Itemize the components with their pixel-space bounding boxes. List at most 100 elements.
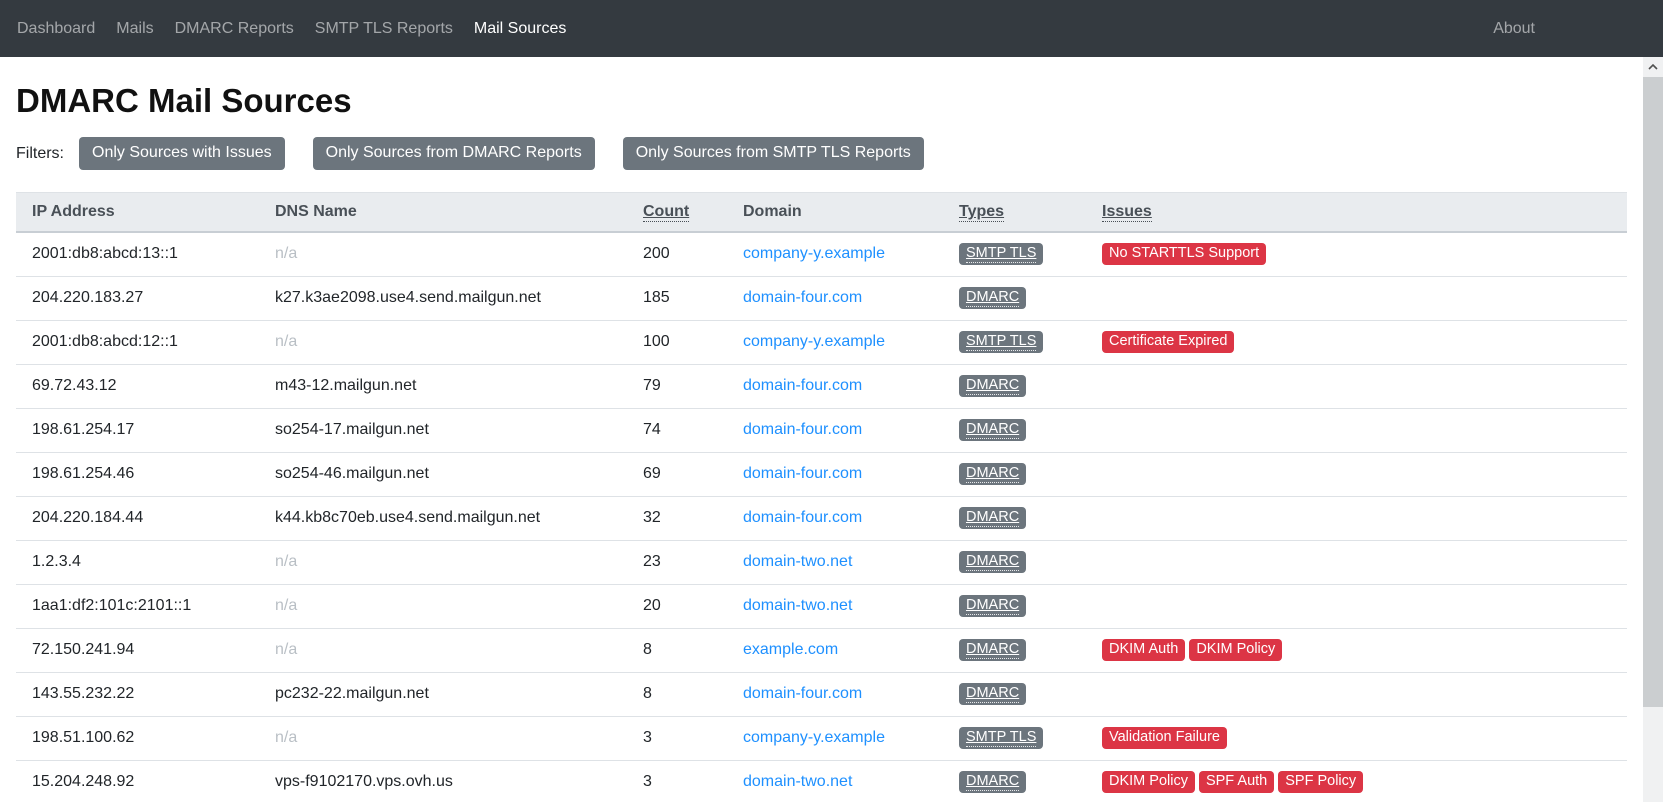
cell-dns-name: n/a	[259, 232, 627, 277]
cell-types: SMTP TLS	[943, 717, 1086, 761]
cell-domain: domain-two.net	[727, 761, 943, 804]
cell-dns-name: k27.k3ae2098.use4.send.mailgun.net	[259, 277, 627, 321]
cell-types: DMARC	[943, 585, 1086, 629]
nav-item-dashboard[interactable]: Dashboard	[17, 20, 95, 38]
dns-name: vps-f9102170.vps.ovh.us	[275, 773, 453, 790]
domain-link[interactable]: domain-two.net	[743, 773, 852, 790]
ip-address: 143.55.232.22	[32, 685, 134, 702]
type-badge-dmarc: DMARC	[959, 639, 1026, 661]
domain-link[interactable]: example.com	[743, 641, 838, 658]
cell-issues: No STARTTLS Support	[1086, 232, 1627, 277]
ip-address: 69.72.43.12	[32, 377, 117, 394]
table-row: 204.220.184.44 k44.kb8c70eb.use4.send.ma…	[16, 497, 1627, 541]
type-badge-dmarc: DMARC	[959, 463, 1026, 485]
column-header-types[interactable]: Types	[943, 193, 1086, 233]
dns-name: so254-46.mailgun.net	[275, 465, 429, 482]
cell-ip-address: 1.2.3.4	[16, 541, 259, 585]
type-badge-dmarc: DMARC	[959, 771, 1026, 793]
chevron-up-icon	[1648, 64, 1658, 70]
nav-item-mail-sources[interactable]: Mail Sources	[474, 20, 566, 38]
nav-item-smtp-tls-reports[interactable]: SMTP TLS Reports	[315, 20, 453, 38]
table-header-row: IP AddressDNS NameCountDomainTypesIssues	[16, 193, 1627, 233]
table-row: 69.72.43.12 m43-12.mailgun.net 79 domain…	[16, 365, 1627, 409]
scrollbar-up-button[interactable]	[1643, 57, 1663, 77]
cell-dns-name: n/a	[259, 541, 627, 585]
cell-count: 23	[627, 541, 727, 585]
issue-badge-dkim-policy: DKIM Policy	[1102, 771, 1195, 793]
domain-link[interactable]: company-y.example	[743, 729, 885, 746]
dns-name: n/a	[275, 333, 297, 350]
type-badge-smtp-tls: SMTP TLS	[959, 331, 1043, 353]
cell-count: 100	[627, 321, 727, 365]
cell-dns-name: k44.kb8c70eb.use4.send.mailgun.net	[259, 497, 627, 541]
cell-count: 69	[627, 453, 727, 497]
nav-item-mails[interactable]: Mails	[116, 20, 153, 38]
table-row: 198.61.254.46 so254-46.mailgun.net 69 do…	[16, 453, 1627, 497]
cell-issues	[1086, 409, 1627, 453]
count-value: 100	[643, 333, 670, 350]
issue-badge-no-starttls-support: No STARTTLS Support	[1102, 243, 1266, 265]
ip-address: 15.204.248.92	[32, 773, 134, 790]
column-header-issues[interactable]: Issues	[1086, 193, 1627, 233]
cell-ip-address: 2001:db8:abcd:12::1	[16, 321, 259, 365]
domain-link[interactable]: company-y.example	[743, 245, 885, 262]
top-navbar: Dashboard Mails DMARC Reports SMTP TLS Repo…	[0, 0, 1663, 57]
cell-issues	[1086, 673, 1627, 717]
ip-address: 2001:db8:abcd:13::1	[32, 245, 178, 262]
cell-domain: domain-two.net	[727, 541, 943, 585]
dns-name: k44.kb8c70eb.use4.send.mailgun.net	[275, 509, 540, 526]
cell-issues	[1086, 453, 1627, 497]
cell-count: 74	[627, 409, 727, 453]
cell-dns-name: so254-46.mailgun.net	[259, 453, 627, 497]
table-row: 204.220.183.27 k27.k3ae2098.use4.send.ma…	[16, 277, 1627, 321]
table-row: 1.2.3.4 n/a 23 domain-two.net DMARC	[16, 541, 1627, 585]
issue-badge-spf-auth: SPF Auth	[1199, 771, 1274, 793]
cell-issues: Validation Failure	[1086, 717, 1627, 761]
cell-ip-address: 2001:db8:abcd:13::1	[16, 232, 259, 277]
domain-link[interactable]: domain-two.net	[743, 553, 852, 570]
cell-count: 3	[627, 717, 727, 761]
cell-ip-address: 198.61.254.46	[16, 453, 259, 497]
type-badge-dmarc: DMARC	[959, 595, 1026, 617]
cell-ip-address: 204.220.183.27	[16, 277, 259, 321]
cell-issues	[1086, 277, 1627, 321]
domain-link[interactable]: domain-four.com	[743, 421, 862, 438]
type-badge-dmarc: DMARC	[959, 683, 1026, 705]
cell-types: DMARC	[943, 761, 1086, 804]
cell-types: DMARC	[943, 409, 1086, 453]
cell-dns-name: n/a	[259, 321, 627, 365]
cell-types: DMARC	[943, 673, 1086, 717]
count-value: 79	[643, 377, 661, 394]
vertical-scrollbar[interactable]	[1643, 57, 1663, 802]
count-value: 3	[643, 729, 652, 746]
domain-link[interactable]: domain-four.com	[743, 509, 862, 526]
domain-link[interactable]: domain-four.com	[743, 377, 862, 394]
ip-address: 204.220.183.27	[32, 289, 143, 306]
nav-item-dmarc-reports[interactable]: DMARC Reports	[175, 20, 294, 38]
filter-button-only-sources-from-smtp-tls-reports[interactable]: Only Sources from SMTP TLS Reports	[623, 137, 924, 170]
navbar-links: Dashboard Mails DMARC Reports SMTP TLS Repo…	[17, 20, 587, 38]
ip-address: 1.2.3.4	[32, 553, 81, 570]
filter-button-only-sources-from-dmarc-reports[interactable]: Only Sources from DMARC Reports	[313, 137, 595, 170]
cell-dns-name: m43-12.mailgun.net	[259, 365, 627, 409]
filter-button-only-sources-with-issues[interactable]: Only Sources with Issues	[79, 137, 285, 170]
domain-link[interactable]: domain-four.com	[743, 685, 862, 702]
domain-link[interactable]: company-y.example	[743, 333, 885, 350]
column-header-count[interactable]: Count	[627, 193, 727, 233]
dns-name: n/a	[275, 245, 297, 262]
ip-address: 204.220.184.44	[32, 509, 143, 526]
domain-link[interactable]: domain-four.com	[743, 289, 862, 306]
cell-types: DMARC	[943, 365, 1086, 409]
cell-types: DMARC	[943, 497, 1086, 541]
cell-issues: DKIM AuthDKIM Policy	[1086, 629, 1627, 673]
cell-issues	[1086, 497, 1627, 541]
cell-ip-address: 143.55.232.22	[16, 673, 259, 717]
domain-link[interactable]: domain-four.com	[743, 465, 862, 482]
cell-count: 200	[627, 232, 727, 277]
cell-dns-name: so254-17.mailgun.net	[259, 409, 627, 453]
cell-issues: Certificate Expired	[1086, 321, 1627, 365]
domain-link[interactable]: domain-two.net	[743, 597, 852, 614]
nav-item-about[interactable]: About	[1493, 20, 1535, 38]
cell-ip-address: 204.220.184.44	[16, 497, 259, 541]
scrollbar-thumb[interactable]	[1643, 77, 1663, 707]
